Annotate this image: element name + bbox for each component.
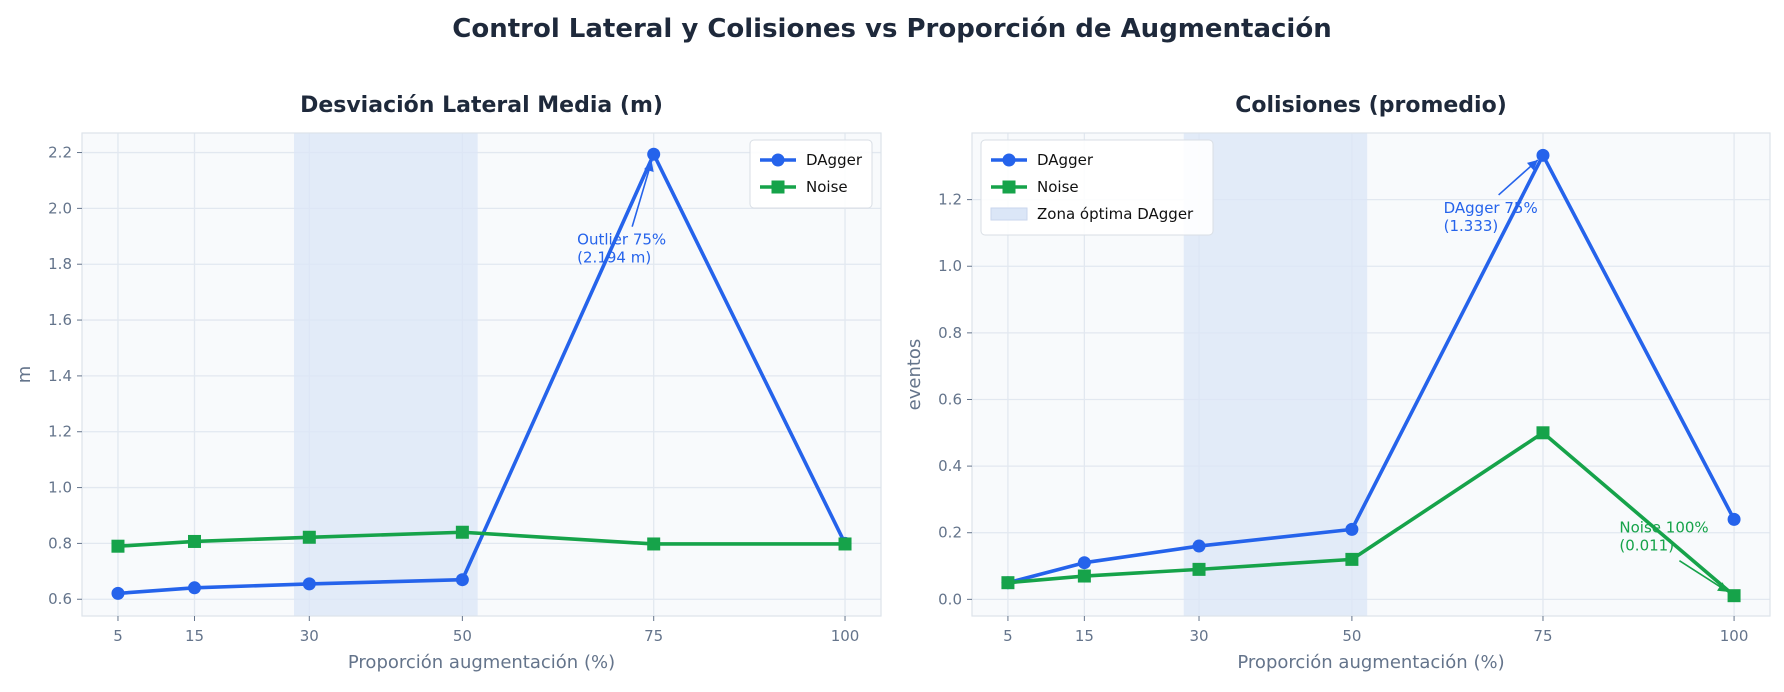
- chart1-ytick-label-0: 0.6: [48, 590, 72, 608]
- chart1-ytick-label-7: 2.0: [48, 199, 72, 217]
- chart2-annotation-arrow-head-1: [1717, 582, 1729, 592]
- chart2-point-noise-2: [1192, 562, 1206, 576]
- chart2-xtick-label-3: 50: [1342, 627, 1361, 645]
- chart2-legend-box: [980, 139, 1214, 236]
- chart1-ytick-label-6: 1.8: [48, 255, 72, 273]
- chart2-ytick-label-2: 0.4: [938, 457, 962, 475]
- chart1-legend-marker-dagger: [771, 153, 785, 167]
- chart1-line-dagger: [117, 152, 847, 596]
- chart1-xtick-label-3: 50: [453, 627, 472, 645]
- chart2-legend: DAgger Noise Zona óptima DAgger: [980, 139, 1214, 236]
- chart1-ylabel: m: [14, 366, 35, 384]
- chart2-xlabel: Proporción augmentación (%): [1237, 652, 1504, 673]
- chart2-xtick-label-0: 5: [1003, 627, 1013, 645]
- chart2-legend-marker-noise: [1002, 180, 1016, 194]
- chart1-xtick-label-1: 15: [185, 627, 204, 645]
- chart1-point-noise-4: [647, 537, 661, 551]
- chart2-xtick-label-4: 75: [1533, 627, 1552, 645]
- chart2-annotation-arrow-head-0: [1526, 159, 1538, 171]
- chart1-xtick-label-2: 30: [300, 627, 319, 645]
- chart1-ytick-label-1: 0.8: [48, 534, 72, 552]
- collisions-chart: 0.0 0.2 0.4 0.6 0.8 1.0 1.2 5 15 30 50 75 100 Colisio…: [904, 93, 1771, 673]
- chart1-point-dagger-0: [111, 586, 125, 600]
- chart2-ytick-label-3: 0.6: [938, 390, 962, 408]
- chart2-line-dagger: [1007, 153, 1736, 585]
- chart2-legend-label-noise: Noise: [1037, 178, 1079, 196]
- chart2-annotation-1: Noise 100% (0.011): [1619, 519, 1708, 555]
- chart2-line-noise: [1007, 430, 1736, 598]
- chart1-legend-label-dagger: DAgger: [806, 151, 863, 169]
- chart1-point-noise-0: [111, 539, 125, 553]
- chart1-point-noise-2: [302, 530, 316, 544]
- chart1-frame: [81, 132, 882, 617]
- chart1-legend-marker-noise: [771, 180, 785, 194]
- chart2-ytick-label-6: 1.2: [938, 191, 962, 209]
- chart1-point-noise-3: [455, 525, 469, 539]
- chart2-legend-swatch-zona-ptima-dagger: [990, 207, 1028, 221]
- chart1-point-dagger-3: [455, 573, 469, 587]
- chart1-point-dagger-2: [302, 577, 316, 591]
- chart1-xtick-label-5: 100: [831, 627, 860, 645]
- chart1-annotation-arrow-line-0: [631, 160, 653, 227]
- figure-title: Control Lateral y Colisiones vs Proporci…: [452, 14, 1331, 44]
- chart1-point-noise-1: [188, 534, 202, 548]
- chart1-xlabel: Proporción augmentación (%): [348, 652, 615, 673]
- chart1-ytick-label-4: 1.4: [48, 367, 72, 385]
- chart1-ytick-label-2: 1.0: [48, 479, 72, 497]
- chart1-point-dagger-1: [188, 581, 202, 595]
- chart2-frame: [971, 132, 1771, 617]
- chart2-xtick-label-2: 30: [1189, 627, 1208, 645]
- chart2-ytick-label-1: 0.2: [938, 524, 962, 542]
- chart2-xtick-label-5: 100: [1720, 627, 1749, 645]
- chart2-point-noise-1: [1077, 569, 1091, 583]
- chart1-ytick-label-5: 1.6: [48, 311, 72, 329]
- chart2-point-noise-4: [1536, 426, 1550, 440]
- chart2-point-dagger-4: [1536, 148, 1550, 162]
- chart2-point-noise-5: [1727, 589, 1741, 603]
- chart2-legend-label-dagger: DAgger: [1037, 151, 1094, 169]
- chart1-legend: DAgger Noise: [749, 139, 873, 209]
- chart1-annotation-arrow-head-0: [644, 160, 654, 172]
- chart1-xtick-label-4: 75: [644, 627, 663, 645]
- chart1-title: Desviación Lateral Media (m): [300, 93, 663, 118]
- chart1-line-noise: [117, 530, 846, 548]
- chart2-ylabel: eventos: [904, 339, 925, 411]
- chart2-legend-label-zona-ptima-dagger: Zona óptima DAgger: [1037, 205, 1194, 223]
- chart2-point-dagger-3: [1345, 522, 1359, 536]
- chart2-annotation-0: DAgger 75% (1.333): [1444, 199, 1538, 235]
- chart1-point-dagger-4: [647, 147, 661, 161]
- chart2-point-noise-3: [1345, 552, 1359, 566]
- chart2-ytick-label-0: 0.0: [938, 590, 962, 608]
- chart2-optimal-zone: [1183, 133, 1368, 616]
- chart2-ytick-label-5: 1.0: [938, 257, 962, 275]
- chart1-ytick-label-3: 1.2: [48, 423, 72, 441]
- chart2-point-dagger-1: [1077, 556, 1091, 570]
- chart2-point-dagger-2: [1192, 539, 1206, 553]
- chart2-ytick-label-4: 0.8: [938, 324, 962, 342]
- chart1-ytick-label-8: 2.2: [48, 144, 72, 162]
- chart2-legend-marker-dagger: [1002, 153, 1016, 167]
- chart1-legend-label-noise: Noise: [806, 178, 848, 196]
- chart1-xtick-label-0: 5: [113, 627, 123, 645]
- chart2-point-dagger-5: [1727, 512, 1741, 526]
- chart2-point-noise-0: [1001, 576, 1015, 590]
- chart1-annotation-0: Outlier 75% (2.194 m): [577, 231, 666, 267]
- lateral-deviation-chart: 0.6 0.8 1.0 1.2 1.4 1.6 1.8 2.0 2.2 5 15 30 50 75 100 D…: [14, 93, 882, 673]
- chart2-title: Colisiones (promedio): [1235, 93, 1507, 118]
- chart1-optimal-zone: [293, 133, 478, 616]
- chart2-xtick-label-1: 15: [1075, 627, 1094, 645]
- chart1-point-noise-5: [838, 537, 852, 551]
